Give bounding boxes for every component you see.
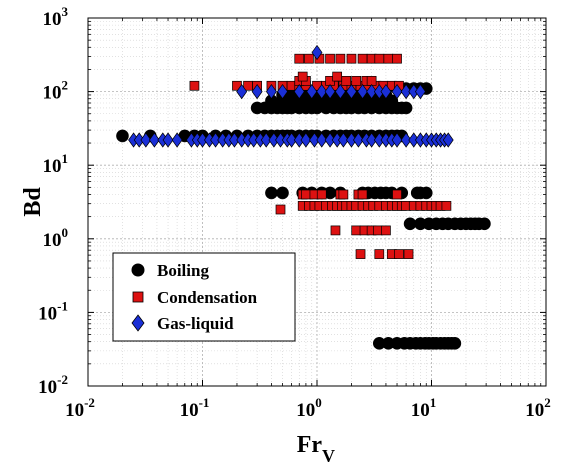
- y-axis-label: Bd: [20, 187, 46, 217]
- condensation-point: [297, 71, 308, 82]
- condensation-point: [338, 189, 349, 200]
- condensation-point: [330, 225, 341, 236]
- gas-liquid-point: [228, 132, 240, 148]
- data-series: [116, 44, 491, 350]
- legend-gas-liquid-label: Gas-liquid: [157, 314, 234, 333]
- condensation-point: [403, 249, 414, 259]
- condensation-point: [304, 53, 314, 64]
- legend-condensation-label: Condensation: [157, 288, 258, 307]
- gas-liquid-point: [316, 132, 328, 148]
- y-tick-label: 10-1: [38, 298, 68, 324]
- condensation-point: [357, 189, 368, 200]
- gas-liquid-series: [128, 44, 454, 148]
- gas-liquid-point: [277, 83, 288, 100]
- condensation-point: [332, 71, 343, 82]
- condensation-point: [335, 53, 346, 64]
- condensation-point: [381, 225, 391, 236]
- gas-liquid-point: [324, 83, 336, 100]
- condensation-point: [316, 189, 327, 200]
- gas-liquid-point: [148, 132, 160, 148]
- gas-liquid-point: [400, 83, 412, 100]
- x-tick-label: 101: [411, 395, 437, 421]
- gas-liquid-point: [442, 132, 454, 148]
- legend-gas-liquid-marker: [131, 314, 145, 332]
- gas-liquid-point: [380, 83, 392, 100]
- gas-liquid-point: [391, 83, 403, 100]
- condensation-point: [346, 53, 357, 64]
- boiling-point: [116, 129, 129, 143]
- boiling-point: [276, 186, 289, 200]
- gas-liquid-point: [346, 83, 357, 100]
- y-tick-label: 103: [43, 4, 69, 30]
- condensation-point: [357, 53, 368, 64]
- gas-liquid-point: [171, 132, 183, 148]
- x-tick-label: 10-1: [180, 395, 210, 421]
- gas-liquid-point: [309, 132, 320, 148]
- x-tick-label: 102: [525, 395, 551, 421]
- gas-liquid-point: [357, 83, 368, 100]
- x-axis-label-subscript: V: [322, 446, 335, 466]
- gas-liquid-point: [300, 132, 312, 148]
- gas-liquid-point: [266, 83, 277, 100]
- boiling-point: [419, 186, 433, 200]
- condensation-point: [325, 53, 335, 64]
- gas-liquid-point: [366, 132, 378, 148]
- condensation-point: [374, 249, 385, 259]
- gas-liquid-point: [293, 83, 305, 100]
- y-tick-label: 10-2: [38, 372, 68, 398]
- gas-liquid-point: [236, 83, 248, 100]
- y-tick-label: 101: [43, 151, 69, 177]
- x-tick-label: 100: [296, 395, 322, 421]
- gas-liquid-point: [334, 83, 346, 100]
- condensation-point: [341, 75, 352, 86]
- x-axis-title: Fr V: [297, 432, 335, 466]
- condensation-point: [301, 189, 311, 200]
- condensation-point: [441, 201, 452, 211]
- condensation-point: [275, 204, 286, 215]
- gas-liquid-point: [311, 44, 323, 61]
- y-tick-label: 100: [43, 225, 69, 251]
- gas-liquid-point: [414, 83, 426, 100]
- gas-liquid-point: [306, 83, 318, 100]
- condensation-point: [374, 53, 385, 64]
- boiling-point: [265, 186, 278, 200]
- condensation-point: [392, 53, 402, 64]
- boiling-point: [448, 337, 462, 350]
- gas-liquid-point: [162, 132, 174, 148]
- gas-liquid-point: [286, 132, 298, 148]
- gas-liquid-point: [366, 83, 378, 100]
- gas-liquid-point: [352, 132, 364, 148]
- gas-liquid-point: [337, 132, 349, 148]
- legend-boiling-marker: [131, 263, 145, 277]
- gas-liquid-point: [260, 132, 272, 148]
- y-tick-label: 102: [43, 78, 69, 104]
- boiling-point: [478, 217, 491, 231]
- gas-liquid-point: [316, 83, 328, 100]
- condensation-point: [383, 53, 394, 64]
- condensation-point: [189, 80, 200, 91]
- condensation-point: [366, 75, 377, 86]
- gas-liquid-point: [324, 132, 336, 148]
- x-axis-label: Fr: [297, 432, 323, 458]
- legend-boiling-label: Boiling: [157, 261, 209, 280]
- legend-condensation-marker: [132, 291, 144, 303]
- condensation-point: [351, 225, 362, 236]
- x-tick-label: 10-2: [65, 395, 95, 421]
- axis-ticks: 10-2 10-1 100 101 102 10-2 10-1 100 101 102 103: [38, 4, 551, 421]
- condensation-point: [392, 189, 402, 200]
- gas-liquid-point: [400, 132, 412, 148]
- condensation-point: [351, 75, 362, 86]
- gas-liquid-point: [251, 83, 263, 100]
- gas-liquid-point: [391, 132, 403, 148]
- condensation-point: [394, 249, 404, 259]
- condensation-point: [355, 249, 366, 259]
- condensation-point: [294, 53, 305, 64]
- boiling-point: [399, 101, 413, 115]
- gas-liquid-point: [140, 132, 152, 148]
- condensation-point: [373, 225, 383, 236]
- gas-liquid-point: [210, 132, 221, 148]
- legend: Boiling Condensation Gas-liquid: [112, 252, 296, 342]
